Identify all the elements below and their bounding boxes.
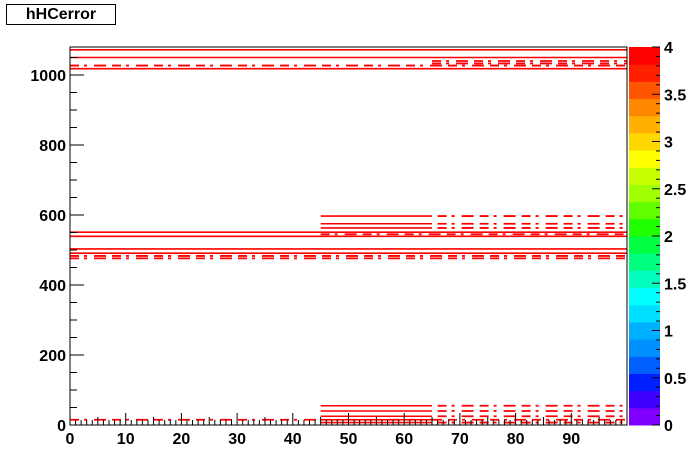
x-tick-label: 0 (66, 431, 75, 448)
palette-swatch (629, 304, 660, 323)
palette-swatch (629, 98, 660, 117)
palette-swatch (629, 184, 660, 203)
palette-swatch (629, 270, 660, 289)
palette-swatch (629, 390, 660, 409)
palette-swatch (629, 236, 660, 254)
x-tick-label: 40 (284, 431, 302, 448)
y-tick-label: 0 (57, 418, 66, 435)
palette-swatch (629, 339, 660, 357)
y-tick-label: 400 (39, 278, 66, 295)
y-tick-label: 1000 (30, 68, 66, 85)
palette-swatch (629, 356, 660, 374)
palette-swatch (629, 407, 660, 426)
heatmap-bins (70, 48, 627, 424)
palette-swatch (629, 150, 660, 168)
z-tick-label: 2 (664, 229, 673, 246)
x-tick-label: 70 (451, 431, 469, 448)
x-tick-label: 80 (507, 431, 525, 448)
palette-swatch (629, 47, 660, 65)
z-tick-label: 1 (664, 324, 673, 341)
z-tick-label: 4 (664, 40, 673, 57)
z-tick-label: 1.5 (664, 276, 686, 293)
palette-swatch (629, 64, 660, 82)
palette-swatch (629, 132, 660, 151)
palette-swatch (629, 81, 660, 100)
palette-swatch (629, 287, 660, 306)
z-tick-label: 2.5 (664, 182, 686, 199)
z-tick-label: 0.5 (664, 371, 686, 388)
z-axis: 0 0.5 1 1.5 2 2.5 3 3.5 4 (652, 40, 686, 435)
z-tick-label: 0 (664, 418, 673, 435)
x-tick-label: 50 (340, 431, 358, 448)
x-tick-label: 20 (173, 431, 191, 448)
x-tick-label: 60 (395, 431, 413, 448)
palette-swatch (629, 167, 660, 185)
palette-swatch (629, 201, 660, 220)
x-tick-label: 30 (228, 431, 246, 448)
y-tick-label: 800 (39, 138, 66, 155)
z-tick-label: 3.5 (664, 87, 686, 104)
y-tick-label: 600 (39, 208, 66, 225)
y-tick-label: 200 (39, 348, 66, 365)
palette-swatch (629, 373, 660, 392)
palette-swatch (629, 218, 660, 237)
x-tick-label: 90 (562, 431, 580, 448)
histogram-title: hHCerror (6, 4, 116, 25)
palette-swatch (629, 321, 660, 340)
palette-swatch (629, 115, 660, 134)
palette-swatch (629, 253, 660, 271)
y-axis: 0 200 400 600 800 1000 (30, 57, 84, 435)
x-axis: 0 10 20 30 40 50 60 70 80 90 (66, 413, 622, 448)
x-tick-label: 10 (117, 431, 135, 448)
z-tick-label: 3 (664, 135, 673, 152)
